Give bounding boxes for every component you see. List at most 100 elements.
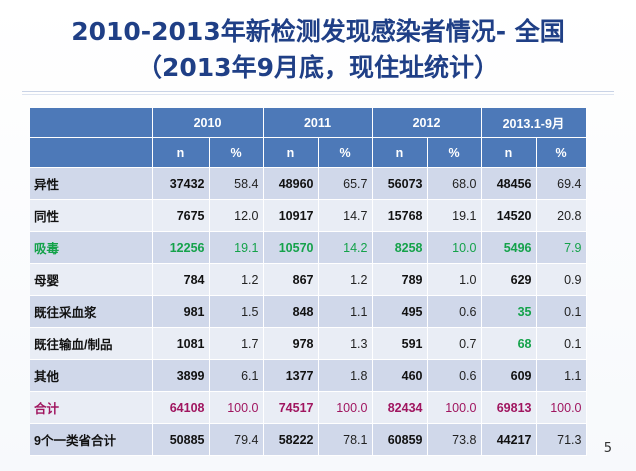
title-divider-secondary: [22, 94, 614, 95]
percent-cell: 79.4: [209, 423, 264, 456]
percent-cell: 19.1: [427, 199, 482, 232]
count-cell: 69813: [481, 391, 537, 424]
table-row: 同性 7675 12.0 10917 14.7 15768 19.1 14520 20.8: [30, 199, 587, 232]
row-label: 既往输血/制品: [30, 327, 153, 360]
count-cell: 1081: [152, 327, 210, 360]
percent-cell: 78.1: [318, 423, 373, 456]
count-cell: 12256: [152, 231, 210, 264]
count-cell: 60859: [372, 423, 428, 456]
count-cell: 629: [481, 263, 537, 296]
count-cell: 978: [263, 327, 319, 360]
percent-cell: 0.7: [427, 327, 482, 360]
percent-cell: 6.1: [209, 359, 264, 392]
percent-cell: 100.0: [536, 391, 587, 424]
percent-cell: 58.4: [209, 167, 264, 200]
table-row: 异性 37432 58.4 48960 65.7 56073 68.0 48456 69.4: [30, 167, 587, 200]
count-cell: 1377: [263, 359, 319, 392]
percent-cell: 65.7: [318, 167, 373, 200]
percent-cell: 0.6: [427, 359, 482, 392]
percent-cell: 0.1: [536, 295, 587, 328]
table-row: 既往输血/制品 1081 1.7 978 1.3 591 0.7 68 0.1: [30, 327, 587, 360]
percent-cell: 69.4: [536, 167, 587, 200]
page-number: 5: [603, 441, 612, 456]
row-label: 异性: [30, 167, 153, 200]
count-cell: 784: [152, 263, 210, 296]
subheader-n: n: [263, 137, 319, 168]
row-label: 同性: [30, 199, 153, 232]
table-row: 9个一类省合计 50885 79.4 58222 78.1 60859 73.8 44217 7…: [30, 423, 587, 456]
count-cell: 495: [372, 295, 428, 328]
count-cell: 15768: [372, 199, 428, 232]
count-cell: 58222: [263, 423, 319, 456]
table-row: 既往采血浆 981 1.5 848 1.1 495 0.6 35 0.1: [30, 295, 587, 328]
percent-cell: 68.0: [427, 167, 482, 200]
count-cell: 48456: [481, 167, 537, 200]
percent-cell: 14.7: [318, 199, 373, 232]
percent-cell: 0.1: [536, 327, 587, 360]
count-cell: 35: [481, 295, 537, 328]
subheader-n: n: [481, 137, 537, 168]
count-cell: 82434: [372, 391, 428, 424]
table-row: 合计 64108 100.0 74517 100.0 82434 100.0 69813 100…: [30, 391, 587, 424]
subheader-percent: %: [427, 137, 482, 168]
percent-cell: 1.3: [318, 327, 373, 360]
year-header: 2012: [372, 108, 482, 138]
percent-cell: 73.8: [427, 423, 482, 456]
subheader-n: n: [152, 137, 210, 168]
row-label: 母婴: [30, 263, 153, 296]
subheader-percent: %: [209, 137, 264, 168]
count-cell: 68: [481, 327, 537, 360]
count-cell: 50885: [152, 423, 210, 456]
percent-cell: 1.8: [318, 359, 373, 392]
count-cell: 609: [481, 359, 537, 392]
infection-table: 2010 2011 2012 2013.1-9月 n % n % n % n %…: [30, 108, 587, 456]
count-cell: 10917: [263, 199, 319, 232]
table-row: 其他 3899 6.1 1377 1.8 460 0.6 609 1.1: [30, 359, 587, 392]
count-cell: 74517: [263, 391, 319, 424]
percent-cell: 0.9: [536, 263, 587, 296]
slide-subtitle: （2013年9月底，现住址统计）: [137, 53, 499, 82]
count-cell: 5496: [481, 231, 537, 264]
row-label: 既往采血浆: [30, 295, 153, 328]
count-cell: 37432: [152, 167, 210, 200]
percent-cell: 10.0: [427, 231, 482, 264]
percent-cell: 1.7: [209, 327, 264, 360]
percent-cell: 0.6: [427, 295, 482, 328]
count-cell: 981: [152, 295, 210, 328]
percent-cell: 1.0: [427, 263, 482, 296]
year-header: 2011: [263, 108, 373, 138]
count-cell: 591: [372, 327, 428, 360]
percent-cell: 14.2: [318, 231, 373, 264]
count-cell: 848: [263, 295, 319, 328]
percent-cell: 100.0: [318, 391, 373, 424]
subheader-row: n % n % n % n %: [30, 137, 587, 168]
percent-cell: 100.0: [209, 391, 264, 424]
count-cell: 14520: [481, 199, 537, 232]
count-cell: 44217: [481, 423, 537, 456]
table-body: 异性 37432 58.4 48960 65.7 56073 68.0 48456 69.4 同性…: [30, 167, 587, 456]
year-header: 2010: [152, 108, 264, 138]
year-header-row: 2010 2011 2012 2013.1-9月: [30, 108, 587, 138]
percent-cell: 19.1: [209, 231, 264, 264]
header-corner: [30, 108, 153, 138]
count-cell: 10570: [263, 231, 319, 264]
subheader-percent: %: [318, 137, 373, 168]
subheader-percent: %: [536, 137, 587, 168]
percent-cell: 1.2: [318, 263, 373, 296]
count-cell: 789: [372, 263, 428, 296]
table-row: 吸毒 12256 19.1 10570 14.2 8258 10.0 5496 7.9: [30, 231, 587, 264]
row-label: 其他: [30, 359, 153, 392]
percent-cell: 12.0: [209, 199, 264, 232]
row-label: 吸毒: [30, 231, 153, 264]
count-cell: 64108: [152, 391, 210, 424]
count-cell: 867: [263, 263, 319, 296]
header-corner: [30, 137, 153, 168]
percent-cell: 20.8: [536, 199, 587, 232]
year-header: 2013.1-9月: [481, 108, 587, 138]
slide-title: 2010-2013年新检测发现感染者情况- 全国: [71, 17, 565, 46]
row-label: 合计: [30, 391, 153, 424]
percent-cell: 1.1: [536, 359, 587, 392]
table-row: 母婴 784 1.2 867 1.2 789 1.0 629 0.9: [30, 263, 587, 296]
count-cell: 460: [372, 359, 428, 392]
